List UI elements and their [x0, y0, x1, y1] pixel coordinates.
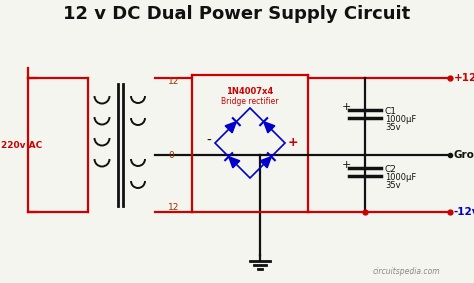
Text: C2: C2 — [385, 166, 397, 175]
Text: 35v: 35v — [385, 181, 401, 190]
Polygon shape — [228, 157, 240, 168]
Polygon shape — [264, 122, 275, 133]
Text: C1: C1 — [385, 108, 397, 117]
Text: +: + — [341, 160, 351, 170]
Text: Ground: Ground — [454, 150, 474, 160]
Text: -: - — [207, 134, 211, 148]
Text: circuitspedia.com: circuitspedia.com — [373, 267, 440, 276]
Polygon shape — [260, 157, 271, 168]
Polygon shape — [225, 122, 237, 133]
Text: 1000μF: 1000μF — [385, 115, 416, 123]
Text: Bridge rectifier: Bridge rectifier — [221, 97, 279, 106]
Text: -12v: -12v — [454, 207, 474, 217]
Text: 220v AC: 220v AC — [1, 140, 43, 149]
Text: 1N4007x4: 1N4007x4 — [227, 87, 273, 95]
Text: 12: 12 — [168, 203, 179, 213]
Text: +: + — [288, 136, 298, 149]
Text: +12v: +12v — [454, 73, 474, 83]
Text: 0: 0 — [168, 151, 174, 160]
Text: 12 v DC Dual Power Supply Circuit: 12 v DC Dual Power Supply Circuit — [64, 5, 410, 23]
Text: 35v: 35v — [385, 123, 401, 132]
Text: 12: 12 — [168, 78, 179, 87]
Text: 1000μF: 1000μF — [385, 173, 416, 181]
Text: +: + — [341, 102, 351, 112]
